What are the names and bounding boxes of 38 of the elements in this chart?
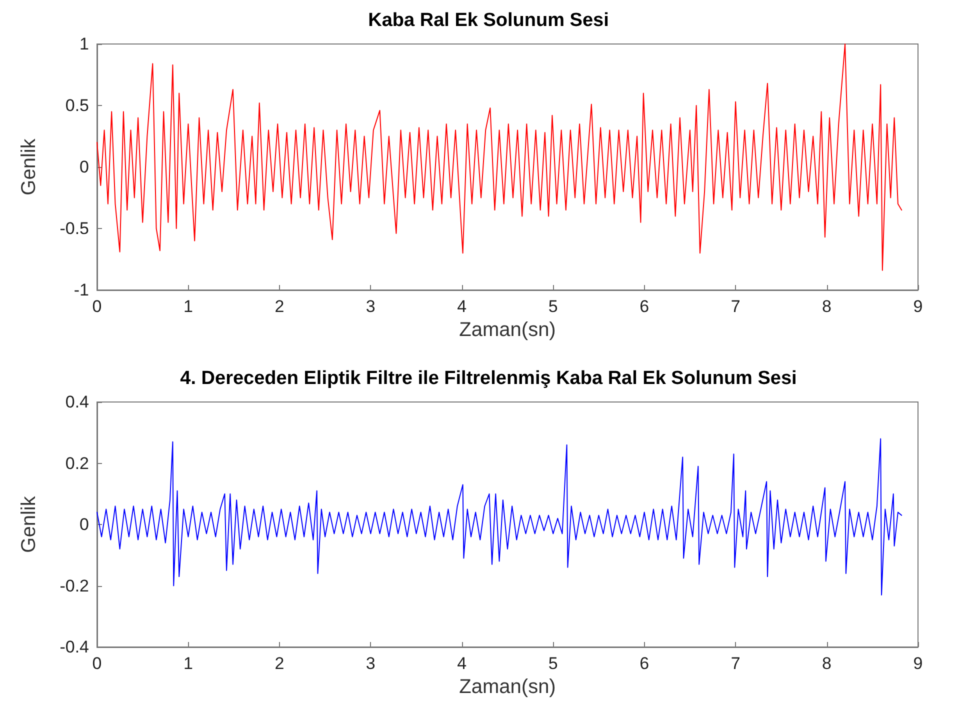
x-tick-label: 7 — [730, 297, 740, 316]
y-tick-label: -0.5 — [60, 219, 89, 238]
x-tick-label: 1 — [183, 297, 193, 316]
y-tick-label: 1 — [80, 34, 89, 54]
x-tick-label: 6 — [640, 297, 650, 316]
x-tick-label: 1 — [183, 654, 193, 673]
x-tick-label: 4 — [457, 297, 467, 316]
x-tick-label: 9 — [913, 297, 923, 316]
x-tick-label: 0 — [92, 654, 102, 673]
x-axis-title: Zaman(sn) — [459, 319, 556, 341]
x-axis-title: Zaman(sn) — [459, 676, 556, 698]
chart-title: 4. Dereceden Eliptik Filtre ile Filtrelenmiş Kaba Ral Ek Solunum Sesi — [180, 368, 797, 389]
y-tick-label: 0.4 — [65, 392, 89, 412]
y-tick-label: 0 — [80, 515, 89, 534]
x-tick-label: 9 — [913, 654, 923, 673]
y-axis-title: Genlik — [18, 138, 40, 196]
y-tick-label: -1 — [74, 280, 89, 300]
x-tick-label: 0 — [92, 297, 102, 316]
x-tick-label: 8 — [822, 654, 832, 673]
y-tick-label: -0.4 — [60, 638, 89, 656]
chart-title: Kaba Ral Ek Solunum Sesi — [368, 10, 609, 31]
y-tick-label: -0.2 — [60, 576, 89, 596]
x-tick-label: 7 — [730, 654, 740, 673]
x-tick-label: 3 — [366, 297, 376, 316]
x-tick-label: 2 — [274, 297, 284, 316]
y-tick-label: 0.2 — [65, 454, 89, 473]
y-tick-label: 0 — [80, 158, 89, 176]
x-tick-label: 8 — [822, 297, 832, 316]
line-series — [96, 44, 902, 271]
line-series — [96, 438, 902, 596]
x-tick-label: 5 — [548, 654, 558, 673]
x-tick-label: 2 — [274, 654, 284, 673]
x-tick-label: 6 — [640, 654, 650, 673]
y-tick-label: 0.5 — [65, 96, 89, 115]
y-axis-title: Genlik — [18, 495, 40, 553]
x-tick-label: 3 — [366, 654, 376, 673]
x-tick-label: 4 — [457, 654, 467, 673]
x-tick-label: 5 — [548, 297, 558, 316]
